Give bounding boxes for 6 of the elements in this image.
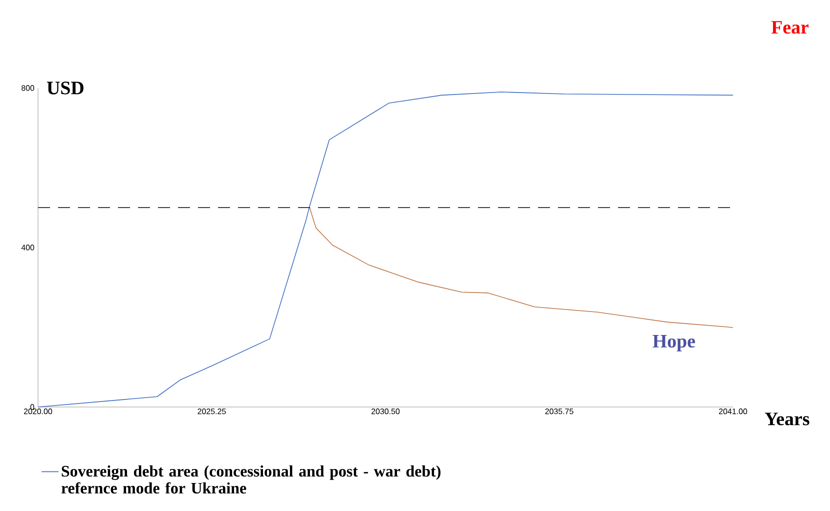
x-axis-title: Years bbox=[764, 412, 810, 426]
line-series bbox=[308, 206, 734, 328]
y-axis-title: USD bbox=[46, 82, 84, 94]
annotation: Hope bbox=[652, 334, 695, 352]
legend-label: Sovereign debt area (concessional and post - war debt) refernce mode for Ukraine bbox=[61, 465, 440, 494]
text: Fear bbox=[771, 21, 809, 34]
